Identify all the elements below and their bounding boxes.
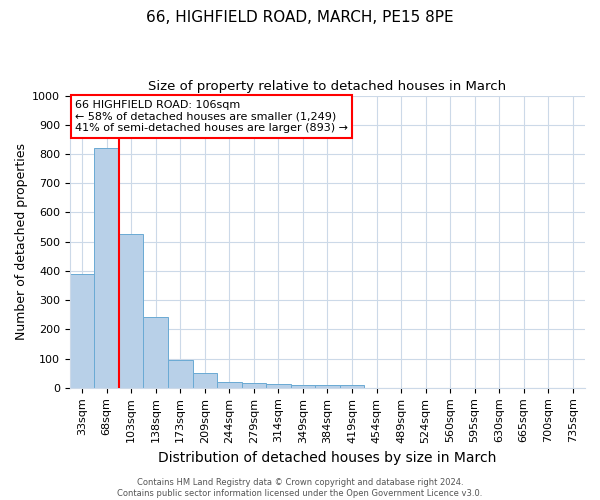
X-axis label: Distribution of detached houses by size in March: Distribution of detached houses by size …: [158, 451, 497, 465]
Bar: [168, 360, 193, 388]
Bar: [119, 234, 143, 388]
Bar: [315, 386, 340, 388]
Bar: [143, 317, 168, 388]
Bar: [70, 274, 94, 388]
Title: Size of property relative to detached houses in March: Size of property relative to detached ho…: [148, 80, 506, 93]
Bar: [290, 386, 315, 388]
Text: Contains HM Land Registry data © Crown copyright and database right 2024.
Contai: Contains HM Land Registry data © Crown c…: [118, 478, 482, 498]
Bar: [94, 148, 119, 388]
Bar: [242, 384, 266, 388]
Y-axis label: Number of detached properties: Number of detached properties: [15, 143, 28, 340]
Bar: [340, 386, 364, 388]
Text: 66 HIGHFIELD ROAD: 106sqm
← 58% of detached houses are smaller (1,249)
41% of se: 66 HIGHFIELD ROAD: 106sqm ← 58% of detac…: [75, 100, 348, 133]
Bar: [193, 373, 217, 388]
Bar: [217, 382, 242, 388]
Text: 66, HIGHFIELD ROAD, MARCH, PE15 8PE: 66, HIGHFIELD ROAD, MARCH, PE15 8PE: [146, 10, 454, 25]
Bar: [266, 384, 290, 388]
